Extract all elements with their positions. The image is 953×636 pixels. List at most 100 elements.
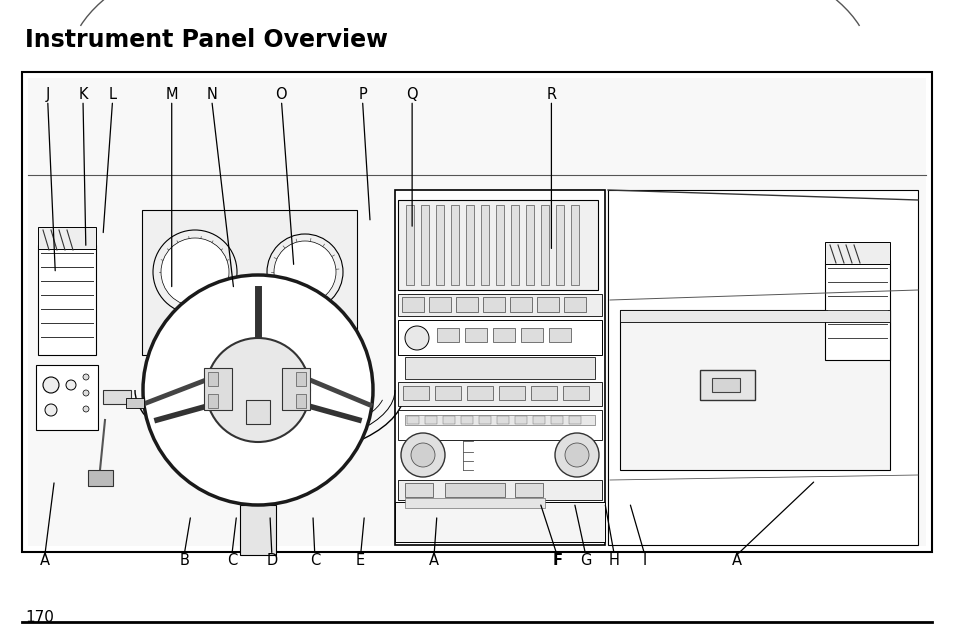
Bar (240, 505, 275, 555)
Bar (533, 416, 544, 424)
Bar (208, 372, 218, 386)
Bar (464, 328, 486, 342)
Bar (397, 200, 598, 290)
Bar (429, 297, 451, 312)
Bar (160, 337, 175, 349)
Bar (531, 386, 557, 400)
Bar (619, 310, 889, 322)
Text: G: G (579, 553, 591, 569)
Circle shape (231, 306, 258, 334)
Bar (28, 78, 925, 546)
Bar (246, 400, 270, 424)
Circle shape (83, 390, 89, 396)
Circle shape (154, 287, 360, 493)
Circle shape (152, 230, 236, 314)
Bar (563, 297, 585, 312)
Bar (406, 205, 414, 285)
Bar (525, 205, 534, 285)
Bar (568, 416, 580, 424)
Bar (314, 337, 330, 349)
Text: Q: Q (406, 86, 417, 102)
Bar (208, 394, 218, 408)
Text: A: A (40, 553, 50, 569)
Bar (395, 190, 604, 545)
Bar (511, 205, 518, 285)
Bar (397, 294, 601, 316)
Bar (405, 498, 544, 508)
Bar (493, 328, 515, 342)
Text: M: M (165, 86, 178, 102)
Text: N: N (206, 86, 217, 102)
Bar (442, 416, 455, 424)
Bar (537, 297, 558, 312)
Bar (456, 297, 477, 312)
Bar (226, 337, 242, 349)
Bar (467, 386, 493, 400)
Text: L: L (109, 86, 116, 102)
Bar (397, 480, 601, 500)
Bar (571, 205, 578, 285)
Text: O: O (275, 86, 287, 102)
Circle shape (267, 234, 343, 310)
Bar (88, 470, 112, 486)
Bar (436, 205, 443, 285)
Bar (556, 205, 563, 285)
Bar (407, 416, 418, 424)
Circle shape (411, 443, 435, 467)
Bar (405, 415, 595, 425)
Bar (395, 502, 604, 542)
Bar (295, 394, 306, 408)
Bar (397, 320, 601, 355)
Text: Instrument Panel Overview: Instrument Panel Overview (25, 28, 388, 52)
Bar (154, 335, 350, 353)
Bar (397, 410, 601, 440)
Bar (292, 337, 308, 349)
Bar (435, 386, 460, 400)
Circle shape (206, 338, 310, 442)
Text: B: B (179, 553, 189, 569)
Bar (397, 382, 601, 406)
Bar (405, 357, 595, 379)
Circle shape (143, 275, 373, 505)
Text: A: A (731, 553, 740, 569)
Text: 170: 170 (25, 610, 53, 625)
Text: F: F (552, 553, 561, 569)
Bar (824, 260, 889, 360)
Bar (482, 297, 504, 312)
Bar (551, 416, 562, 424)
Circle shape (302, 302, 337, 338)
Bar (510, 297, 532, 312)
Circle shape (83, 374, 89, 380)
Bar (607, 190, 917, 545)
Text: I: I (642, 553, 646, 569)
Bar (142, 210, 356, 355)
Bar (498, 386, 524, 400)
Bar (515, 416, 526, 424)
Text: A: A (429, 553, 438, 569)
Bar (497, 416, 509, 424)
Circle shape (555, 433, 598, 477)
Bar (36, 365, 98, 430)
Circle shape (161, 238, 229, 306)
Bar (460, 416, 473, 424)
Text: R: R (546, 86, 556, 102)
Circle shape (400, 433, 444, 477)
Bar (478, 416, 491, 424)
Text: J: J (46, 86, 50, 102)
Bar (540, 205, 548, 285)
Bar (38, 227, 96, 249)
Bar (496, 205, 503, 285)
Bar (465, 205, 474, 285)
Bar (520, 328, 542, 342)
Circle shape (564, 443, 588, 467)
Bar (436, 328, 458, 342)
Bar (182, 337, 198, 349)
Bar (824, 242, 889, 264)
Bar (405, 483, 433, 497)
Bar (548, 328, 571, 342)
Bar (402, 386, 429, 400)
Bar (401, 297, 423, 312)
Circle shape (405, 326, 429, 350)
Circle shape (66, 380, 76, 390)
Bar (103, 390, 131, 404)
